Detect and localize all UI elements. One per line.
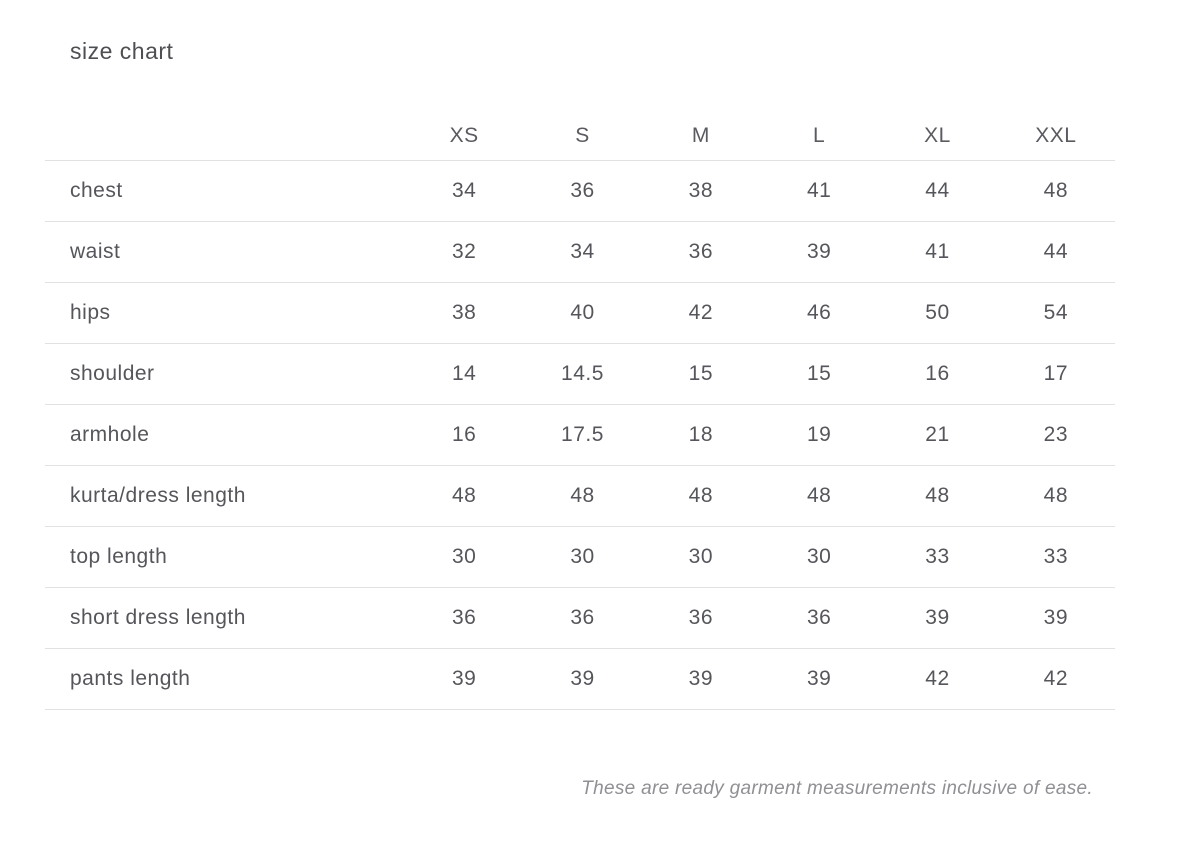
row-label: top length: [70, 544, 168, 568]
header-spacer: [45, 112, 405, 161]
cell-value: 39: [688, 666, 713, 690]
cell-value: 42: [925, 666, 950, 690]
cell-value: 32: [451, 239, 477, 263]
column-header-m: M: [641, 112, 760, 161]
cell-value: 36: [688, 239, 713, 263]
cell-value: 48: [1043, 178, 1068, 202]
row-label: shoulder: [70, 361, 155, 385]
cell-value: 40: [570, 300, 595, 324]
cell-value: 48: [1043, 483, 1068, 507]
table-row: armhole 16 17.5 18 19 21 23: [45, 404, 1115, 465]
table-row: short dress length 36 36 36 36 39 39: [45, 587, 1115, 648]
cell-value: 17.5: [561, 422, 604, 446]
row-label: armhole: [70, 422, 150, 446]
cell-value: 36: [570, 605, 595, 629]
cell-value: 36: [806, 605, 832, 629]
row-label: chest: [70, 178, 123, 202]
cell-value: 14.5: [561, 361, 604, 385]
cell-value: 34: [570, 239, 595, 263]
cell-value: 48: [925, 483, 950, 507]
cell-value: 14: [451, 361, 477, 385]
cell-value: 48: [688, 483, 713, 507]
cell-value: 17: [1043, 361, 1068, 385]
cell-value: 39: [925, 605, 950, 629]
cell-value: 39: [570, 666, 595, 690]
cell-value: 21: [925, 422, 950, 446]
cell-value: 15: [806, 361, 832, 385]
cell-value: 44: [925, 178, 950, 202]
table-row: chest 34 36 38 41 44 48: [45, 160, 1115, 221]
header-row: XS S M L XL XXL: [45, 112, 1115, 161]
cell-value: 42: [688, 300, 713, 324]
column-header-xs: XS: [405, 112, 524, 161]
size-chart-table: XS S M L XL XXL chest 34 36 38 41 44 48 waist 32 34 36 3…: [45, 112, 1115, 710]
column-header-xxl: XXL: [996, 112, 1115, 161]
cell-value: 46: [806, 300, 832, 324]
cell-value: 39: [806, 239, 832, 263]
cell-value: 30: [688, 544, 713, 568]
row-label: hips: [70, 300, 111, 324]
cell-value: 48: [451, 483, 477, 507]
cell-value: 39: [1043, 605, 1068, 629]
cell-value: 34: [451, 178, 477, 202]
cell-value: 36: [570, 178, 595, 202]
page-title: size chart: [70, 38, 174, 64]
table-row: pants length 39 39 39 39 42 42: [45, 648, 1115, 709]
column-header-xl: XL: [878, 112, 997, 161]
cell-value: 39: [451, 666, 477, 690]
cell-value: 48: [570, 483, 595, 507]
table-row: kurta/dress length 48 48 48 48 48 48: [45, 465, 1115, 526]
cell-value: 16: [925, 361, 950, 385]
row-label: pants length: [70, 666, 191, 690]
cell-value: 30: [806, 544, 832, 568]
cell-value: 48: [806, 483, 832, 507]
cell-value: 36: [451, 605, 477, 629]
cell-value: 41: [925, 239, 950, 263]
table-row: shoulder 14 14.5 15 15 16 17: [45, 343, 1115, 404]
cell-value: 15: [688, 361, 713, 385]
cell-value: 41: [806, 178, 832, 202]
cell-value: 42: [1043, 666, 1068, 690]
footnote: These are ready garment measurements inc…: [581, 778, 1093, 799]
cell-value: 16: [451, 422, 477, 446]
cell-value: 33: [1043, 544, 1068, 568]
cell-value: 38: [688, 178, 713, 202]
column-header-s: S: [523, 112, 642, 161]
cell-value: 30: [570, 544, 595, 568]
cell-value: 54: [1043, 300, 1068, 324]
cell-value: 38: [451, 300, 477, 324]
row-label: waist: [70, 239, 121, 263]
column-header-l: L: [759, 112, 879, 161]
table-row: waist 32 34 36 39 41 44: [45, 221, 1115, 282]
cell-value: 23: [1043, 422, 1068, 446]
table-row: hips 38 40 42 46 50 54: [45, 282, 1115, 343]
cell-value: 33: [925, 544, 950, 568]
cell-value: 44: [1043, 239, 1068, 263]
cell-value: 50: [925, 300, 950, 324]
cell-value: 18: [688, 422, 713, 446]
cell-value: 39: [806, 666, 832, 690]
row-label: kurta/dress length: [70, 483, 246, 507]
row-label: short dress length: [70, 605, 246, 629]
cell-value: 30: [451, 544, 477, 568]
table-row: top length 30 30 30 30 33 33: [45, 526, 1115, 587]
table-body: chest 34 36 38 41 44 48 waist 32 34 36 39 41 44 hips 38…: [45, 160, 1115, 709]
cell-value: 19: [806, 422, 832, 446]
cell-value: 36: [688, 605, 713, 629]
